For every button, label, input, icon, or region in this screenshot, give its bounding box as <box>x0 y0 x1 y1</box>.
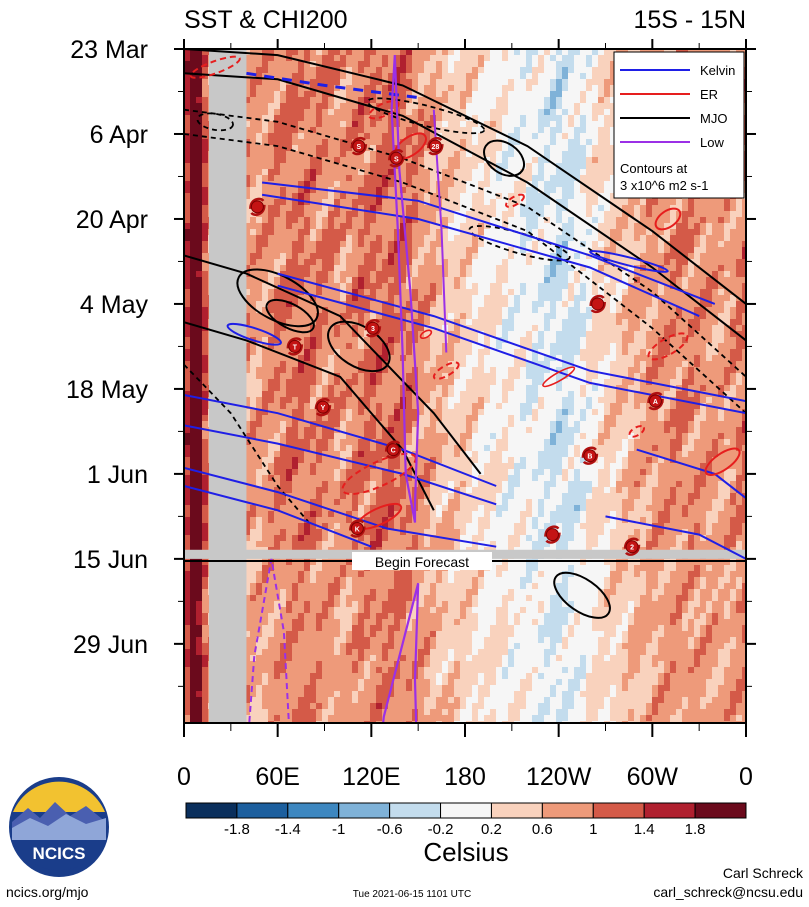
timestamp: Tue 2021-06-15 1101 UTC <box>353 889 471 900</box>
legend-note-line1: Contours at <box>620 161 688 176</box>
x-tick-label: 60E <box>255 763 299 791</box>
storm-marker: 28 <box>427 137 444 156</box>
colorbar-swatch <box>185 802 238 819</box>
colorbar-swatch <box>389 802 442 819</box>
colorbar-swatch <box>440 802 492 819</box>
filtered-contours <box>184 49 746 723</box>
x-tick-label: 0 <box>739 763 753 791</box>
colorbar-label: 1 <box>589 821 597 838</box>
legend-label: MJO <box>700 111 727 126</box>
colorbar-units: Celsius <box>423 837 508 867</box>
storm-marker <box>589 294 606 314</box>
tropical-cyclone-markers: S S 28 T 3 Y C A B K 2 <box>249 137 664 556</box>
legend-entry: Low <box>620 135 724 150</box>
colorbar: -1.8 -1.4 -1 -0.6 -0.2 0.2 0.6 1 1.4 1.8 <box>185 802 747 838</box>
legend-label: Low <box>700 135 724 150</box>
x-tick-label: 120W <box>526 763 592 791</box>
colorbar-swatch <box>643 802 696 819</box>
storm-label: B <box>587 454 592 461</box>
legend-note-line2: 3 x10^6 m2 s-1 <box>620 178 708 193</box>
storm-marker: C <box>384 440 402 459</box>
colorbar-swatch <box>236 802 289 819</box>
author: Carl Schreck <box>723 865 804 881</box>
legend-label: Kelvin <box>700 63 735 78</box>
storm-label: S <box>394 156 399 163</box>
storm-marker <box>249 197 266 216</box>
colorbar-label: -0.6 <box>377 821 403 838</box>
logo-text: NCICS <box>33 844 86 863</box>
storm-marker: S <box>350 137 368 156</box>
storm-marker: 3 <box>364 319 382 338</box>
colorbar-label: 1.8 <box>685 821 706 838</box>
begin-forecast-label: Begin Forecast <box>375 554 469 570</box>
storm-label: A <box>653 399 658 406</box>
y-tick-label: 1 Jun <box>87 461 148 489</box>
colorbar-swatch <box>287 802 340 819</box>
x-tick-label: 0 <box>177 763 191 791</box>
colorbar-swatch <box>338 802 391 819</box>
title-right: 15S - 15N <box>633 6 746 34</box>
storm-marker: A <box>647 391 664 411</box>
colorbar-label: 0.2 <box>481 821 502 838</box>
x-tick-label: 60W <box>627 763 679 791</box>
legend-entry: MJO <box>620 111 727 126</box>
storm-marker: K <box>349 519 366 538</box>
ncics-logo: NCICS <box>9 777 109 877</box>
colorbar-label: -1 <box>332 821 345 838</box>
legend-label: ER <box>700 87 718 102</box>
storm-label: C <box>391 448 396 455</box>
storm-label: T <box>293 344 298 351</box>
storm-label: S <box>357 144 362 151</box>
colorbar-swatch <box>541 802 594 819</box>
storm-label: 28 <box>431 144 439 151</box>
colorbar-label: -1.4 <box>275 821 301 838</box>
storm-marker: S <box>388 149 405 168</box>
y-tick-label: 6 Apr <box>90 121 148 149</box>
storm-marker: Y <box>314 398 332 417</box>
colorbar-swatch <box>694 802 747 819</box>
storm-label: Y <box>321 405 326 412</box>
legend-entry: Kelvin <box>620 63 735 78</box>
x-tick-label: 120E <box>342 763 400 791</box>
forecast-divider: Begin Forecast <box>184 552 746 570</box>
y-tick-label: 20 Apr <box>76 206 148 234</box>
y-tick-label: 4 May <box>80 291 149 319</box>
y-tick-label: 29 Jun <box>73 631 148 659</box>
colorbar-label: -0.2 <box>428 821 454 838</box>
colorbar-label: 0.6 <box>532 821 553 838</box>
site-link[interactable]: ncics.org/mjo <box>6 884 89 900</box>
y-tick-label: 15 Jun <box>73 546 148 574</box>
author-email: carl_schreck@ncsu.edu <box>653 884 803 900</box>
legend: Kelvin ER MJO Low Contours at 3 x10^6 m2 s-1 <box>613 51 745 199</box>
title-left: SST & CHI200 <box>184 6 348 34</box>
storm-label: 3 <box>371 326 375 333</box>
legend-entry: ER <box>620 87 718 102</box>
storm-marker: 2 <box>623 537 641 556</box>
storm-marker: T <box>286 337 304 356</box>
colorbar-swatch <box>592 802 645 819</box>
colorbar-label: -1.8 <box>224 821 250 838</box>
x-tick-label: 180 <box>444 763 486 791</box>
storm-label: 2 <box>630 545 634 552</box>
colorbar-label: 1.4 <box>634 821 655 838</box>
colorbar-swatch <box>490 802 543 819</box>
y-tick-label: 23 Mar <box>70 36 148 64</box>
storm-label: K <box>355 527 360 534</box>
axes: 23 Mar 6 Apr 20 Apr 4 May 18 May 1 Jun 15 Jun 2… <box>66 36 756 791</box>
storm-marker <box>544 525 561 544</box>
storm-marker: B <box>581 446 599 465</box>
y-tick-label: 18 May <box>66 376 148 404</box>
